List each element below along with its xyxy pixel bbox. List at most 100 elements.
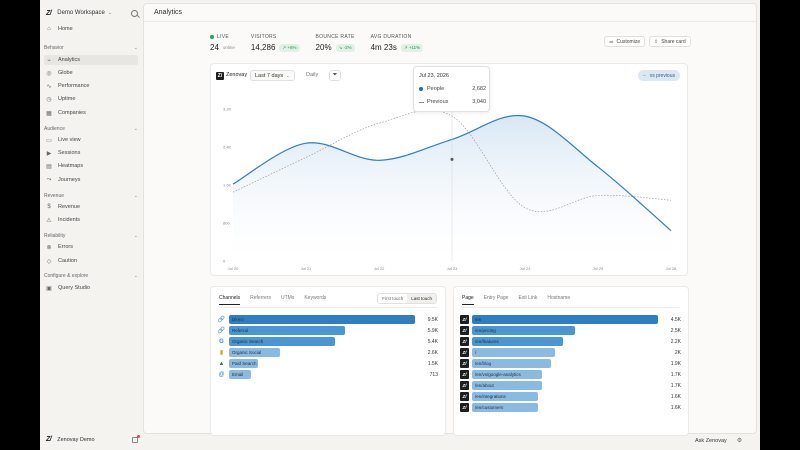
list-item[interactable]: Z/ /en/customers 1.6K [460, 403, 682, 412]
globe-icon: ◎ [46, 70, 52, 77]
row-value: 1.5K [427, 361, 438, 367]
list-item[interactable]: Z/ /en/features 2.2K [460, 337, 682, 346]
notification-icon[interactable] [132, 434, 140, 443]
sidebar-item-caution[interactable]: ◇ Caution [46, 258, 77, 265]
sidebar-item-revenue[interactable]: $ Revenue [44, 202, 138, 212]
kpi-bounce-rate[interactable]: BOUNCE RATE 20% ↘ -2% [315, 34, 355, 52]
kpi-avg-duration[interactable]: AVG DURATION 4m 23s ↗ +11% [371, 34, 424, 52]
list-item[interactable]: Z/ / 2K [460, 348, 682, 357]
customize-button[interactable]: ⚌ Customize [604, 36, 646, 47]
value-bar [472, 381, 543, 390]
tooltip-date: Jul 23, 2026 [419, 73, 449, 79]
section-configure[interactable]: Configure & explore ⌄ [44, 273, 138, 279]
sidebar-item-analytics[interactable]: ⌁ Analytics [44, 55, 138, 65]
workspace-switcher[interactable]: Z/ Demo Workspace ⌄ [46, 7, 138, 19]
interval-selector[interactable]: Daily [306, 72, 319, 78]
date-range-dropdown[interactable]: Last 7 days ⌄ [250, 70, 295, 81]
sidebar-item-query-studio[interactable]: ▣ Query Studio [46, 285, 91, 292]
section-audience[interactable]: Audience ⌄ [44, 126, 138, 132]
tab-channels[interactable]: Channels [219, 295, 241, 305]
list-item[interactable]: G Organic Search 5.4K [217, 337, 439, 346]
row-label: /en/features [475, 339, 499, 344]
tab-entry-page[interactable]: Entry Page [483, 295, 509, 301]
row-label: /en/integrations [475, 394, 506, 399]
tab-exit-link[interactable]: Exit Link [518, 295, 538, 301]
google-icon: G [219, 338, 224, 345]
list-item[interactable]: Z/ /en/blog 1.9K [460, 359, 682, 368]
revenue-icon: $ [47, 204, 51, 210]
value-bar [229, 348, 280, 357]
channels-card: Channels Referrers UTMs Keywords First t… [210, 286, 446, 436]
journey-icon: ⤳ [46, 176, 52, 183]
list-item[interactable]: Z/ /en/integrations 1.6K [460, 392, 682, 401]
dashed-line-icon [419, 101, 424, 103]
list-item[interactable]: Z/ /en/pricing 2.5K [460, 326, 682, 335]
chevron-down-icon: ⌄ [286, 73, 290, 78]
list-item[interactable]: Z/ /en/about 1.7K [460, 381, 682, 390]
first-touch-option[interactable]: First touch [382, 296, 404, 301]
ask-zenovay-button[interactable]: Ask Zenovay ⚙ [695, 437, 743, 445]
kpi-visitors[interactable]: VISITORS 14,286 ↗ +6% [251, 34, 300, 52]
sidebar-item-heatmaps[interactable]: ▤ Heatmaps [46, 163, 84, 170]
value-bar [472, 326, 576, 335]
tab-divider [219, 307, 437, 308]
last-touch-option[interactable]: Last touch [407, 294, 436, 303]
row-label: /en [475, 317, 482, 322]
list-item[interactable]: 🔗 Direct 9.5K [217, 315, 439, 324]
list-item[interactable]: Z/ /en/vs/google-analytics 1.7K [460, 370, 682, 379]
caution-icon: ◇ [46, 258, 52, 265]
sidebar-item-home[interactable]: ⌂ Home [44, 24, 138, 34]
section-revenue[interactable]: Revenue ⌄ [44, 193, 138, 199]
section-reliability[interactable]: Reliability ⌄ [44, 233, 138, 239]
line-chart[interactable]: 0 800 1.6K 2.4K 3.2K Jul 20 Jul 21 Jul 22 Jul 23… [211, 64, 689, 277]
x-tick-label: Jul 20 [228, 266, 239, 271]
row-label: / [475, 350, 477, 355]
x-tick-label: Jul 24 [520, 266, 531, 271]
list-item[interactable]: 🔗 Referral 5.9K [217, 326, 439, 335]
list-item[interactable]: ▮ Organic Social 2.6K [217, 348, 439, 357]
sidebar-item-uptime[interactable]: ◷ Uptime [46, 96, 76, 103]
sidebar-item-live-view[interactable]: ▭ Live view [46, 137, 81, 144]
list-item[interactable]: ▲ Paid Search 1.5K [217, 359, 439, 368]
list-item[interactable]: @ Email 713 [217, 370, 439, 379]
social-icon: ▮ [219, 350, 224, 356]
tab-hostname[interactable]: Hostname [547, 295, 571, 301]
user-menu[interactable]: Z/ Zenovay Demo [46, 434, 140, 443]
row-label: Paid Search [232, 361, 257, 366]
zenovay-logo-icon: Z/ [460, 326, 469, 335]
search-icon[interactable] [131, 9, 138, 17]
sidebar-item-incidents[interactable]: ⚠ Incidents [46, 217, 81, 224]
error-icon: ⊗ [46, 244, 52, 251]
building-icon: ▦ [46, 110, 52, 117]
kpi-live[interactable]: LIVE 24 online [210, 34, 235, 52]
zenovay-logo-icon: Z/ [460, 348, 469, 357]
sidebar-item-sessions[interactable]: ▶ Sessions [46, 150, 81, 157]
zenovay-logo-icon: Z/ [46, 436, 52, 443]
x-tick-label: Jul 22 [374, 266, 385, 271]
tab-page[interactable]: Page [462, 295, 474, 305]
value-bar [229, 337, 335, 346]
sidebar-item-performance[interactable]: ∿ Performance [46, 83, 90, 90]
uptime-icon: ◷ [46, 96, 52, 103]
sidebar-item-journeys[interactable]: ⤳ Journeys [46, 176, 81, 184]
sidebar-item-globe[interactable]: ◎ Globe [46, 70, 73, 77]
value-bar [472, 370, 543, 379]
settings-icon[interactable]: ⚙ [736, 438, 743, 444]
section-behavior[interactable]: Behavior ⌄ [44, 45, 138, 51]
sidebar-item-errors[interactable]: ⊗ Errors [46, 244, 73, 251]
tab-keywords[interactable]: Keywords [304, 295, 327, 301]
tab-utms[interactable]: UTMs [280, 295, 295, 301]
sidebar-item-companies[interactable]: ▦ Companies [46, 110, 86, 117]
filter-icon: ⏷ [332, 72, 338, 78]
y-tick-label: 2.4K [223, 145, 232, 150]
filter-button[interactable]: ⏷ [329, 70, 341, 81]
row-value: 1.7K [670, 383, 681, 389]
share-card-button[interactable]: ⇪ Share card [649, 36, 691, 47]
zenovay-logo-icon: Z/ [460, 315, 469, 324]
value-bar [472, 315, 658, 324]
compare-toggle[interactable]: ┄ vs previous [637, 70, 680, 81]
live-icon: ▭ [46, 137, 52, 144]
list-item[interactable]: Z/ /en 4.5K [460, 315, 682, 324]
value-bar [472, 359, 551, 368]
tab-referrers[interactable]: Referrers [250, 295, 271, 301]
